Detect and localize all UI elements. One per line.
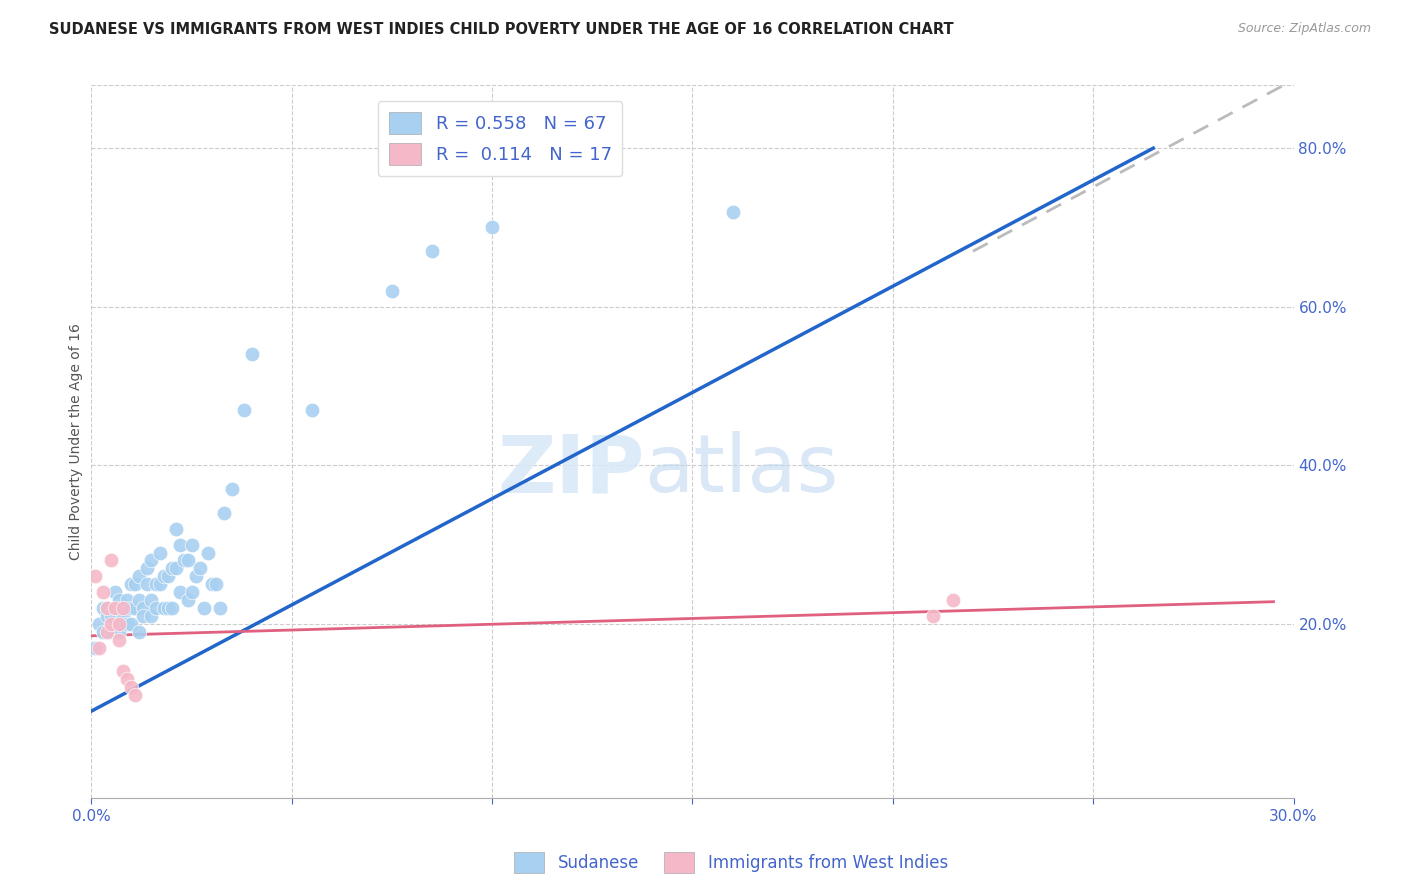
Point xyxy=(89,616,111,631)
Point xyxy=(176,593,198,607)
Text: atlas: atlas xyxy=(644,431,839,509)
Point xyxy=(180,538,202,552)
Point xyxy=(152,569,174,583)
Point xyxy=(128,593,150,607)
Point xyxy=(184,569,207,583)
Point xyxy=(721,204,744,219)
Point xyxy=(204,577,226,591)
Point xyxy=(89,640,111,655)
Point xyxy=(117,616,139,631)
Point xyxy=(112,601,135,615)
Point xyxy=(96,624,118,639)
Point xyxy=(152,601,174,615)
Point xyxy=(93,585,115,599)
Point xyxy=(141,609,163,624)
Point xyxy=(208,601,231,615)
Legend: Sudanese, Immigrants from West Indies: Sudanese, Immigrants from West Indies xyxy=(508,846,955,880)
Point xyxy=(156,569,179,583)
Point xyxy=(84,640,107,655)
Point xyxy=(128,569,150,583)
Point xyxy=(84,569,107,583)
Point xyxy=(176,553,198,567)
Point xyxy=(104,585,127,599)
Point xyxy=(145,601,167,615)
Text: ZIP: ZIP xyxy=(498,431,644,509)
Point xyxy=(188,561,211,575)
Text: SUDANESE VS IMMIGRANTS FROM WEST INDIES CHILD POVERTY UNDER THE AGE OF 16 CORREL: SUDANESE VS IMMIGRANTS FROM WEST INDIES … xyxy=(49,22,953,37)
Point xyxy=(100,553,122,567)
Point xyxy=(169,538,191,552)
Point xyxy=(108,624,131,639)
Point xyxy=(165,561,187,575)
Point xyxy=(922,609,945,624)
Point xyxy=(124,688,146,702)
Point xyxy=(145,577,167,591)
Point xyxy=(112,601,135,615)
Point xyxy=(96,601,118,615)
Point xyxy=(180,585,202,599)
Point xyxy=(104,601,127,615)
Point xyxy=(117,673,139,687)
Point xyxy=(169,585,191,599)
Point xyxy=(165,522,187,536)
Point xyxy=(160,561,183,575)
Point xyxy=(100,609,122,624)
Point xyxy=(108,632,131,647)
Point xyxy=(148,577,170,591)
Point xyxy=(156,601,179,615)
Point xyxy=(128,624,150,639)
Point xyxy=(420,244,443,259)
Point xyxy=(108,616,131,631)
Point xyxy=(136,561,159,575)
Point xyxy=(104,601,127,615)
Point xyxy=(112,665,135,679)
Point xyxy=(201,577,224,591)
Point xyxy=(193,601,215,615)
Point xyxy=(942,593,965,607)
Point xyxy=(96,601,118,615)
Point xyxy=(108,616,131,631)
Point xyxy=(221,482,243,496)
Point xyxy=(121,601,143,615)
Text: Source: ZipAtlas.com: Source: ZipAtlas.com xyxy=(1237,22,1371,36)
Point xyxy=(136,577,159,591)
Point xyxy=(148,545,170,559)
Point xyxy=(121,616,143,631)
Point xyxy=(197,545,219,559)
Point xyxy=(173,553,195,567)
Point xyxy=(212,506,235,520)
Point xyxy=(108,593,131,607)
Point xyxy=(232,402,254,417)
Point xyxy=(240,347,263,361)
Point xyxy=(124,601,146,615)
Point xyxy=(112,609,135,624)
Point xyxy=(100,616,122,631)
Point xyxy=(96,609,118,624)
Point xyxy=(132,601,155,615)
Point xyxy=(301,402,323,417)
Point xyxy=(481,220,503,235)
Legend: R = 0.558   N = 67, R =  0.114   N = 17: R = 0.558 N = 67, R = 0.114 N = 17 xyxy=(378,101,623,176)
Point xyxy=(141,553,163,567)
Point xyxy=(100,624,122,639)
Point xyxy=(93,601,115,615)
Point xyxy=(121,681,143,695)
Point xyxy=(141,593,163,607)
Point xyxy=(124,577,146,591)
Point xyxy=(93,624,115,639)
Point xyxy=(381,284,404,298)
Point xyxy=(132,609,155,624)
Y-axis label: Child Poverty Under the Age of 16: Child Poverty Under the Age of 16 xyxy=(69,323,83,560)
Point xyxy=(160,601,183,615)
Point xyxy=(121,577,143,591)
Point xyxy=(117,593,139,607)
